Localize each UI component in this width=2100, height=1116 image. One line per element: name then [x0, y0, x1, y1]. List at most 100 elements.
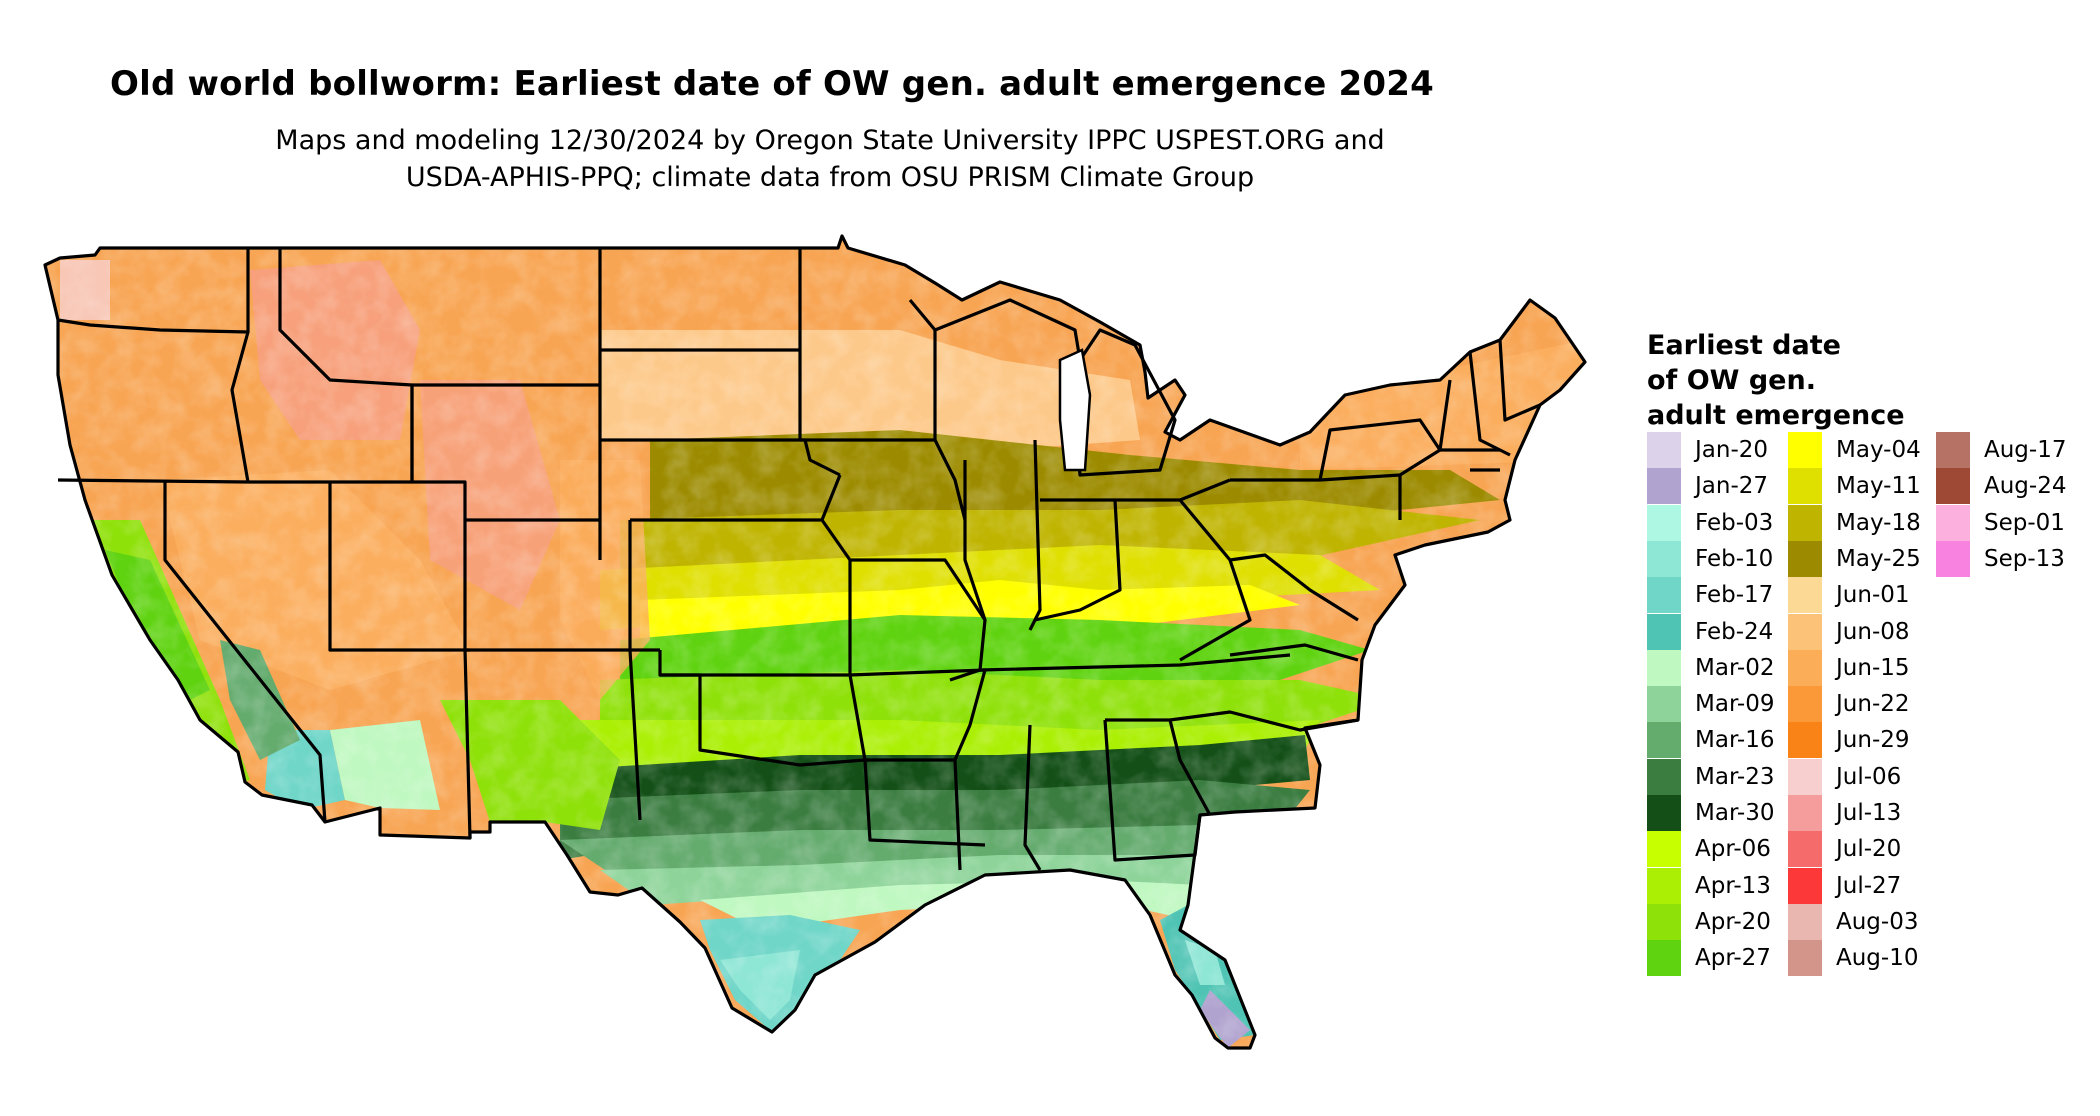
legend-swatch — [1788, 504, 1822, 541]
legend-swatch — [1647, 940, 1681, 977]
legend-item: Jan-20 — [1647, 432, 1768, 468]
legend-swatch — [1647, 577, 1681, 614]
legend-label: Jul-13 — [1836, 800, 1902, 826]
legend-swatch — [1788, 903, 1822, 940]
legend-swatch — [1788, 577, 1822, 614]
legend-item: Aug-17 — [1936, 432, 2066, 468]
legend-label: Feb-17 — [1695, 582, 1774, 609]
legend-label: Mar-23 — [1695, 763, 1775, 790]
legend-label: Jun-22 — [1836, 691, 1910, 718]
legend-item: May-25 — [1788, 540, 1921, 577]
legend-label: Jul-20 — [1836, 836, 1902, 863]
legend-item: Sep-01 — [1936, 504, 2065, 541]
us-emergence-map — [43, 234, 1587, 1050]
legend-label: Apr-20 — [1695, 908, 1771, 935]
legend-swatch — [1936, 540, 1970, 577]
legend-item: Jun-22 — [1788, 686, 1910, 723]
legend-item: Feb-03 — [1647, 504, 1774, 541]
legend-label: May-04 — [1836, 437, 1921, 463]
legend-label: Jan-27 — [1695, 473, 1769, 500]
legend-swatch — [1788, 867, 1822, 904]
legend-item: Apr-13 — [1647, 867, 1771, 904]
legend-swatch — [1936, 504, 1970, 541]
legend-swatch — [1647, 795, 1681, 831]
legend-item: Mar-23 — [1647, 758, 1775, 795]
legend-item: Jun-08 — [1788, 613, 1910, 650]
legend-swatch — [1936, 468, 1970, 505]
legend-swatch — [1788, 722, 1822, 759]
legend-item: Jul-13 — [1788, 795, 1901, 831]
legend-label: Jun-15 — [1836, 654, 1910, 681]
legend-label: May-18 — [1836, 509, 1921, 536]
legend-item: Apr-06 — [1647, 831, 1771, 868]
legend-swatch — [1788, 613, 1822, 650]
legend-item: Aug-24 — [1936, 468, 2067, 505]
legend-item: Jun-15 — [1788, 649, 1910, 686]
legend-swatch — [1647, 613, 1681, 650]
legend-label: Mar-16 — [1695, 727, 1775, 754]
legend-item: Jan-27 — [1647, 468, 1769, 505]
legend-swatch — [1647, 649, 1681, 686]
legend-label: Mar-09 — [1695, 691, 1775, 718]
legend-item: Apr-27 — [1647, 940, 1771, 977]
legend-label: May-11 — [1836, 473, 1921, 500]
legend-label: Mar-30 — [1695, 800, 1775, 826]
legend-label: Aug-24 — [1984, 473, 2067, 500]
legend-label: Jul-27 — [1836, 872, 1902, 899]
legend-item: Feb-10 — [1647, 540, 1773, 577]
legend-swatch — [1647, 468, 1681, 505]
legend-swatch — [1647, 831, 1681, 868]
legend-label: Feb-24 — [1695, 618, 1774, 645]
legend-item: Aug-10 — [1788, 940, 1919, 977]
legend-swatch — [1788, 795, 1822, 831]
legend-swatch — [1788, 758, 1822, 795]
legend-label: Feb-03 — [1695, 509, 1774, 536]
legend-swatch — [1647, 504, 1681, 541]
legend-label: Jun-29 — [1836, 727, 1910, 754]
map-title: Old world bollworm: Earliest date of OW … — [110, 64, 1434, 104]
legend-swatch — [1788, 540, 1822, 577]
legend-label: Jun-01 — [1836, 582, 1910, 609]
legend-label: May-25 — [1836, 545, 1921, 572]
legend-label: Aug-17 — [1984, 437, 2067, 463]
legend-swatch — [1788, 831, 1822, 868]
legend-label: Sep-13 — [1984, 545, 2065, 572]
legend-swatch — [1936, 432, 1970, 468]
legend-swatch — [1647, 722, 1681, 759]
legend-swatch — [1647, 758, 1681, 795]
legend-item: Apr-20 — [1647, 903, 1771, 940]
legend-label: Mar-02 — [1695, 654, 1775, 681]
legend-item: Feb-24 — [1647, 613, 1774, 650]
legend-title: Earliest date of OW gen. adult emergence — [1647, 328, 1905, 433]
legend-item: May-18 — [1788, 504, 1921, 541]
legend-label: Apr-06 — [1695, 836, 1771, 863]
legend-label: Jul-06 — [1836, 763, 1902, 790]
legend-label: Sep-01 — [1984, 509, 2065, 536]
legend-swatch — [1788, 940, 1822, 977]
legend-swatch — [1788, 468, 1822, 505]
legend-item: Feb-17 — [1647, 577, 1774, 614]
legend-item: Mar-30 — [1647, 795, 1775, 831]
legend-item: Mar-02 — [1647, 649, 1775, 686]
legend-label: Apr-13 — [1695, 872, 1771, 899]
legend-item: Jul-20 — [1788, 831, 1902, 868]
legend-item: Jul-06 — [1788, 758, 1902, 795]
legend-item: Jul-27 — [1788, 867, 1902, 904]
legend-label: Apr-27 — [1695, 945, 1771, 972]
legend-title-line-3: adult emergence — [1647, 400, 1905, 431]
legend-title-line-2: of OW gen. — [1647, 365, 1816, 396]
legend-swatch — [1647, 540, 1681, 577]
legend-title-line-1: Earliest date — [1647, 330, 1841, 361]
map-subtitle-line-1: Maps and modeling 12/30/2024 by Oregon S… — [275, 125, 1385, 156]
legend-swatch — [1788, 649, 1822, 686]
legend-item: Mar-09 — [1647, 686, 1775, 723]
legend-item: Jun-29 — [1788, 722, 1910, 759]
legend-swatch — [1647, 432, 1681, 468]
legend-swatch — [1647, 686, 1681, 723]
legend-swatch — [1647, 867, 1681, 904]
legend-swatch — [1647, 903, 1681, 940]
legend-label: Aug-10 — [1836, 945, 1919, 972]
legend-item: Jun-01 — [1788, 577, 1910, 614]
map-subtitle-line-2: USDA-APHIS-PPQ; climate data from OSU PR… — [405, 162, 1255, 193]
legend-item: Aug-03 — [1788, 903, 1918, 940]
